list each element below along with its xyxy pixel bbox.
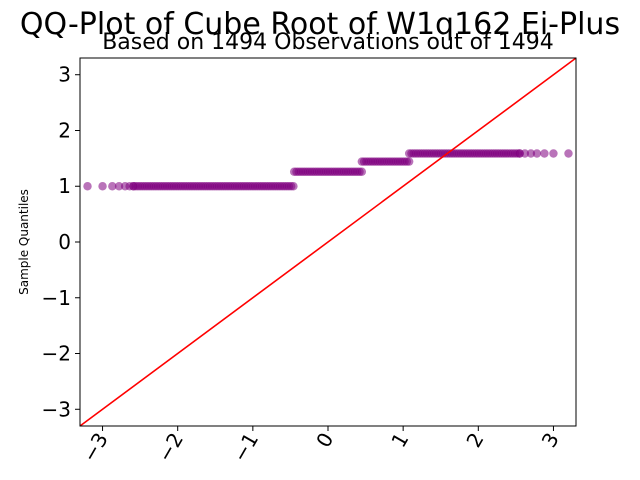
- y-tick-label: 2: [58, 118, 71, 142]
- y-axis-label: Sample Quantiles: [17, 189, 31, 295]
- data-point: [83, 182, 92, 191]
- data-point: [108, 182, 117, 191]
- data-point: [540, 149, 549, 158]
- data-points: [83, 149, 573, 191]
- x-tick-label: 0: [311, 429, 338, 452]
- y-tick-label: −3: [42, 397, 71, 421]
- x-tick-label: −1: [228, 429, 264, 467]
- reference-line: [79, 57, 577, 427]
- chart-subtitle: Based on 1494 Observations out of 1494: [102, 30, 554, 55]
- x-tick-label: 1: [386, 429, 413, 452]
- y-tick-label: −1: [42, 286, 71, 310]
- data-point: [515, 149, 524, 158]
- data-point: [532, 149, 542, 158]
- x-tick-label: −3: [77, 429, 113, 467]
- data-point: [564, 149, 573, 158]
- data-point: [357, 167, 367, 176]
- data-point: [114, 182, 124, 191]
- chart-title: QQ-Plot of Cube Root of W1q162 Ei-Plus: [20, 7, 620, 42]
- x-tick-label: −2: [153, 429, 189, 467]
- data-point: [289, 182, 298, 191]
- y-tick-label: 1: [58, 174, 71, 198]
- y-tick-label: 0: [58, 230, 71, 254]
- data-point: [549, 149, 558, 158]
- axis-ticks: −3 −2 −1 0 1 2 3 −3 −2 −1 0 1 2 3: [42, 63, 564, 466]
- reference-line-layer: [79, 57, 577, 427]
- x-tick-label: 3: [537, 429, 564, 452]
- x-tick-label: 2: [461, 429, 488, 452]
- y-tick-label: 3: [58, 63, 71, 87]
- data-point: [404, 157, 414, 166]
- data-point: [98, 182, 107, 191]
- y-tick-label: −2: [42, 342, 71, 366]
- data-point: [526, 149, 536, 158]
